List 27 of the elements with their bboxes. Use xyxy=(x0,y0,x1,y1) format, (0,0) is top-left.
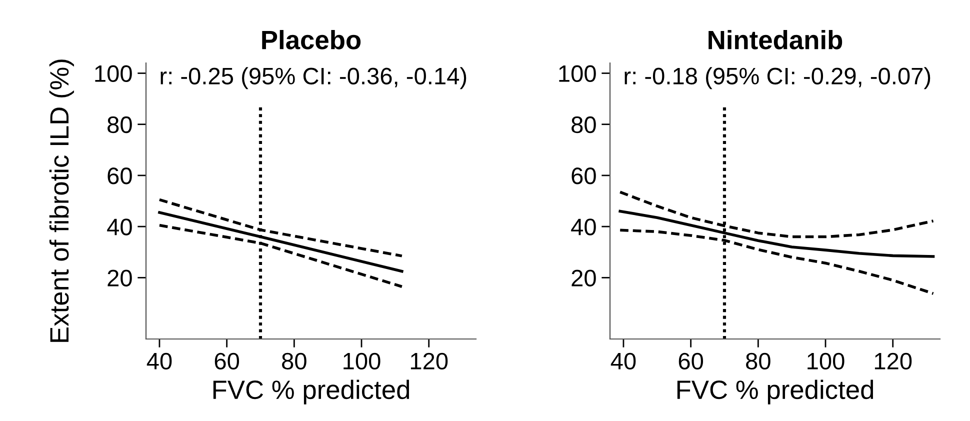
x-axis-title: FVC % predicted xyxy=(677,380,874,404)
annotation: r: -0.25 (95% CI: -0.36, -0.14) xyxy=(160,67,466,90)
y-tick-label: 40 xyxy=(107,218,132,236)
chart-title: Placebo xyxy=(262,30,361,50)
y-tick-label: 20 xyxy=(572,270,596,286)
y-tick-label: 100 xyxy=(559,65,596,82)
y-axis-title: Extent of fibrotic ILD (%) xyxy=(49,60,74,342)
y-tick-label: 20 xyxy=(108,270,132,286)
x-tick-label: 120 xyxy=(874,352,912,370)
x-axis-title: FVC % predicted xyxy=(213,380,410,404)
y-tick-label: 100 xyxy=(95,65,132,82)
x-tick-label: 40 xyxy=(610,352,636,370)
x-tick-label: 100 xyxy=(808,352,844,370)
y-tick-label: 40 xyxy=(571,218,596,236)
x-tick-label: 60 xyxy=(214,352,240,370)
y-tick-label: 60 xyxy=(572,168,596,184)
x-tick-label: 80 xyxy=(282,352,306,370)
y-tick-label: 80 xyxy=(108,116,132,134)
chart-title: Nintedanib xyxy=(708,30,842,50)
annotation: r: -0.18 (95% CI: -0.29, -0.07) xyxy=(624,67,930,90)
x-tick-label: 40 xyxy=(146,352,172,370)
y-tick-label: 60 xyxy=(108,168,132,184)
x-tick-label: 100 xyxy=(344,352,380,370)
y-tick-label: 80 xyxy=(572,116,596,134)
x-tick-label: 120 xyxy=(410,352,448,370)
x-tick-label: 80 xyxy=(746,352,770,370)
x-tick-label: 60 xyxy=(678,352,704,370)
